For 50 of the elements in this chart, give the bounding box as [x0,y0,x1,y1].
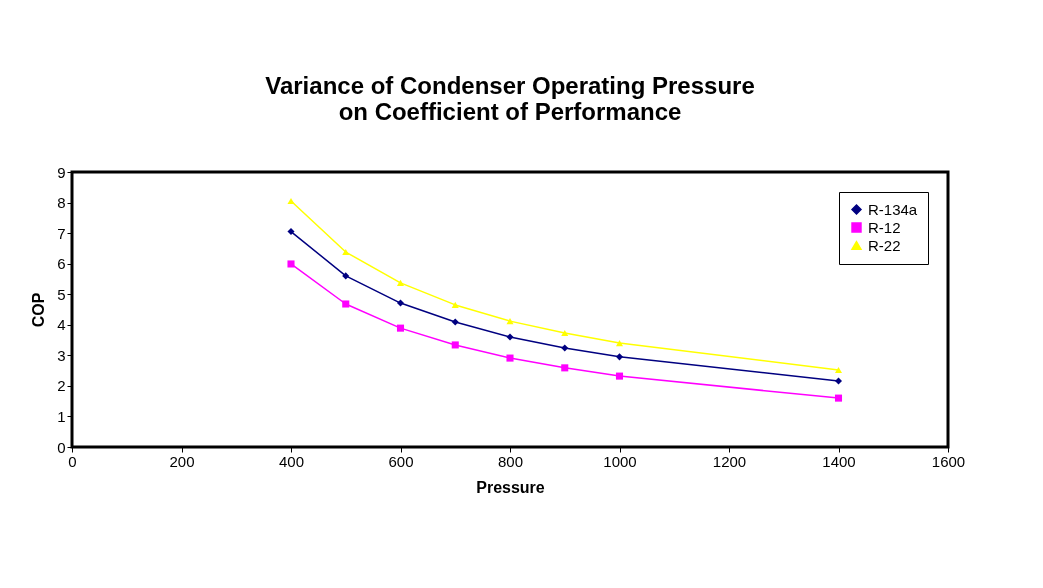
y-tick-label: 7 [57,224,66,242]
x-axis-title: Pressure [476,478,545,496]
x-tick-label: 600 [388,452,414,470]
point [396,299,405,307]
text: on Coefficient of Performance [338,98,682,125]
point [506,318,514,325]
x-tick-label: 1200 [712,452,747,470]
legend-label: R-134a [868,200,918,218]
y-tick-label: 0 [57,438,66,456]
point [834,394,843,402]
legend-label: R-12 [868,218,901,236]
point [615,353,624,361]
point [396,279,405,286]
y-tick-label: 6 [57,255,66,273]
x-tick-label: 0 [68,452,77,470]
point [561,344,569,352]
y-tick-label: 8 [57,194,66,212]
x-tick-label: 400 [278,452,305,470]
y-tick-label: 1 [57,407,66,425]
x-tick-label: 800 [497,452,524,470]
x-tick-label: 200 [169,452,195,470]
x-tick-label: 1400 [822,452,856,470]
point [561,364,569,372]
point [342,300,350,308]
y-tick-label: 3 [57,346,66,364]
y-tick-label: 2 [57,377,66,395]
point [834,377,843,385]
text: Variance of Condenser Operating Pressure [265,72,755,99]
x-tick-label: 1000 [603,452,637,470]
point [615,340,624,347]
point [615,372,624,380]
point [396,324,405,332]
point [451,318,459,326]
y-tick-label: 9 [57,163,66,181]
y-tick-label: 5 [57,285,66,303]
point [561,329,569,337]
y-axis-title: COP [30,292,48,328]
y-tick-label: 4 [57,316,66,334]
point [451,341,459,349]
point [834,366,843,374]
point [506,333,514,341]
point [342,248,350,256]
point [287,228,295,236]
legend-label: R-22 [868,236,901,254]
x-tick-label: 1600 [931,452,966,470]
point [506,354,514,362]
point [342,272,350,280]
point [287,197,295,205]
point [451,301,459,308]
point [287,260,295,268]
